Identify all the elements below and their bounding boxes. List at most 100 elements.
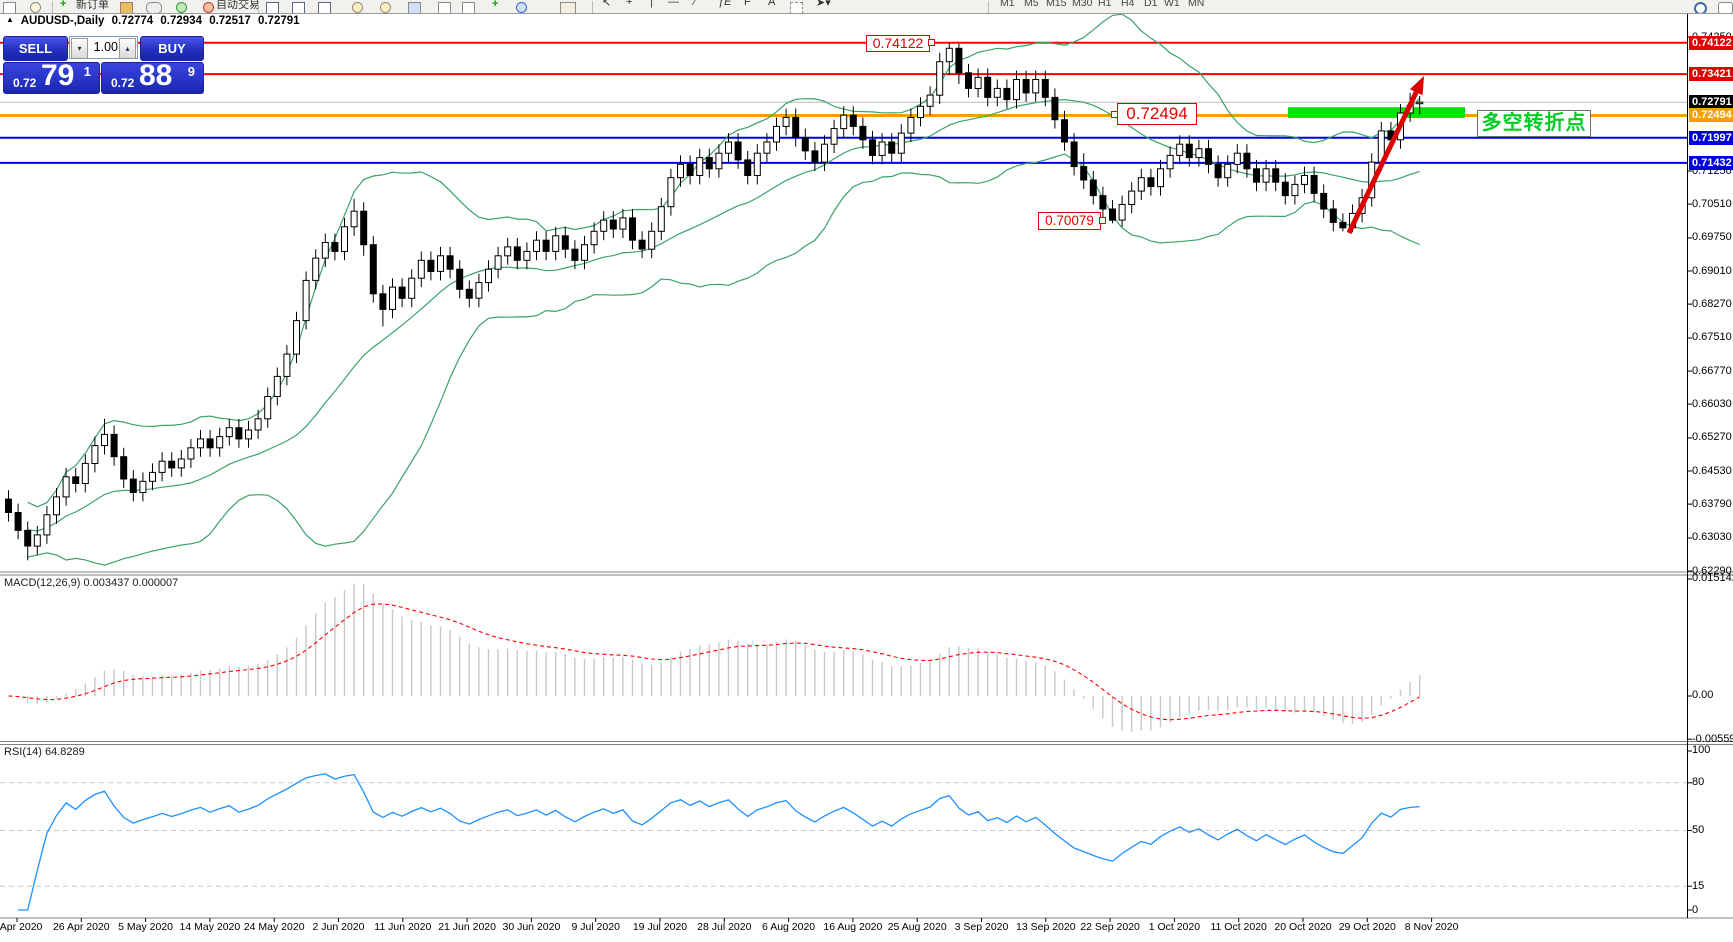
template-icon[interactable] [560,2,576,13]
chat-bubble-icon[interactable] [1718,2,1733,13]
date-label: 2 Jun 2020 [312,921,365,933]
date-label: 19 Jul 2020 [632,921,688,933]
equidistant-channel-icon[interactable]: ƒE [718,0,732,8]
vline-tool-icon[interactable]: | [650,0,653,8]
price-tick-label: 0.70510 [1692,197,1732,210]
date-label: 28 Jul 2020 [697,921,752,933]
new-order-label[interactable]: 新订单 [76,0,109,11]
date-label: 16 Aug 2020 [823,921,883,933]
chart-line-icon[interactable] [318,2,331,13]
timeframe-button-D1[interactable]: D1 [1144,0,1158,9]
ohlc-close: 0.72791 [257,15,300,27]
shapes-dropdown-icon[interactable]: ➤▾ [816,0,831,9]
sell-price-panel[interactable]: 0.72 79 1 [3,59,100,94]
price-tick-label: 0.67510 [1692,331,1732,344]
tile-windows-icon[interactable] [408,2,421,13]
timeframe-button-H4[interactable]: H4 [1121,0,1135,9]
zoom-in-icon[interactable] [352,2,363,13]
chart-bars-icon[interactable] [266,2,279,13]
timeframe-button-M5[interactable]: M5 [1024,0,1039,9]
chart-title: ▲ AUDUSD-,Daily 0.72774 0.72934 0.72517 … [6,15,304,27]
crosshair-icon[interactable]: + [626,0,633,8]
timeframe-button-H1[interactable]: H1 [1098,0,1112,9]
timeframe-button-W1[interactable]: W1 [1164,0,1180,9]
buy-price-panel[interactable]: 0.72 88 9 [101,59,204,94]
sell-button[interactable]: SELL [3,36,68,61]
buy-price-prefix: 0.72 [111,76,135,90]
chart-shift-icon[interactable] [438,2,451,13]
toolbar-separator [52,1,53,13]
rsi-tick-label: 80 [1692,776,1705,789]
volume-value[interactable]: 1.00 [93,40,118,54]
alert-icon[interactable] [203,2,214,13]
price-tag: 0.72791 [1689,95,1733,110]
sound-icon[interactable] [176,2,187,13]
gold-icon[interactable] [120,2,133,13]
price-tag: 0.73421 [1689,67,1733,82]
cloud-icon[interactable] [146,2,162,13]
date-label: 6 Aug 2020 [762,921,816,933]
date-label: 3 Sep 2020 [954,921,1009,933]
note-text-box[interactable]: 多空转折点 [1477,110,1591,137]
price-tick-label: 0.64530 [1692,464,1732,477]
timeframe-button-M30[interactable]: M30 [1072,0,1093,9]
rsi-tick-label: 0 [1692,903,1699,916]
price-tick-label: 0.66030 [1692,397,1732,410]
sell-price-pip: 1 [83,64,91,79]
buy-button[interactable]: BUY [140,36,204,61]
trendline-tool-icon[interactable]: ∕ [694,0,696,8]
price-label-mid[interactable]: 0.72494 [1117,103,1197,125]
price-tick-label: 0.63790 [1692,497,1732,510]
date-label: 1 Oct 2020 [1148,921,1201,933]
rsi-label: RSI(14) 64.8289 [4,746,85,758]
new-order-icon[interactable]: + [60,0,67,10]
cursor-icon[interactable]: ↖ [602,0,612,9]
search-icon[interactable] [30,2,41,13]
macd-tick-label: 0.00 [1692,689,1714,702]
fibonacci-tool-icon[interactable]: F [744,0,751,8]
date-label: 21 Jun 2020 [438,921,496,933]
window-icon[interactable] [3,2,16,13]
timeframe-button-M15[interactable]: M15 [1046,0,1067,9]
date-label: 11 Oct 2020 [1210,921,1267,933]
collapse-arrow-icon[interactable]: ▲ [6,15,14,24]
timeframe-button-M1[interactable]: M1 [1000,0,1015,9]
hline-tool-icon[interactable]: — [668,0,679,8]
volume-decrease-button[interactable]: ▾ [71,38,88,59]
macd-tick-label: -0.005595 [1692,732,1733,745]
price-tag: 0.72494 [1689,108,1733,123]
date-label: 14 May 2020 [179,921,241,933]
text-tool-icon[interactable]: A [768,0,776,8]
ohlc-high: 0.72934 [160,15,202,27]
date-label: 11 Jun 2020 [374,921,432,933]
search-icon-right[interactable] [1694,2,1707,13]
volume-increase-button[interactable]: ▴ [119,38,136,59]
add-indicator-icon[interactable]: + [492,0,499,10]
macd-tick-label: 0.015142 [1692,572,1733,585]
label-tool-icon[interactable] [790,2,803,13]
date-label: 26 Apr 2020 [52,921,110,933]
date-label: 25 Aug 2020 [887,921,947,933]
price-tag: 0.74122 [1689,35,1733,50]
label-anchor[interactable] [1111,111,1118,118]
period-icon[interactable] [516,2,527,13]
auto-scroll-icon[interactable] [462,2,475,13]
date-label: 20 Oct 2020 [1274,921,1332,933]
sell-price-main: 79 [41,59,75,92]
price-tag: 0.71432 [1689,155,1733,170]
volume-stepper[interactable]: ▾ 1.00 ▴ [69,36,138,59]
date-label: 29 Oct 2020 [1338,921,1396,933]
label-anchor[interactable] [1099,217,1106,224]
zoom-out-icon[interactable] [380,2,391,13]
date-label: 6 Apr 2020 [0,921,43,933]
timeframe-button-MN[interactable]: MN [1188,0,1205,9]
chart-candles-icon[interactable] [292,2,305,13]
price-label-low[interactable]: 0.70079 [1038,212,1101,230]
auto-trading-label[interactable]: 自动交易 [216,0,260,11]
price-label-high[interactable]: 0.74122 [866,35,930,52]
toolbar-separator [258,1,259,13]
date-label: 5 May 2020 [118,921,174,933]
label-anchor[interactable] [928,39,935,46]
date-label: 9 Jul 2020 [571,921,620,933]
